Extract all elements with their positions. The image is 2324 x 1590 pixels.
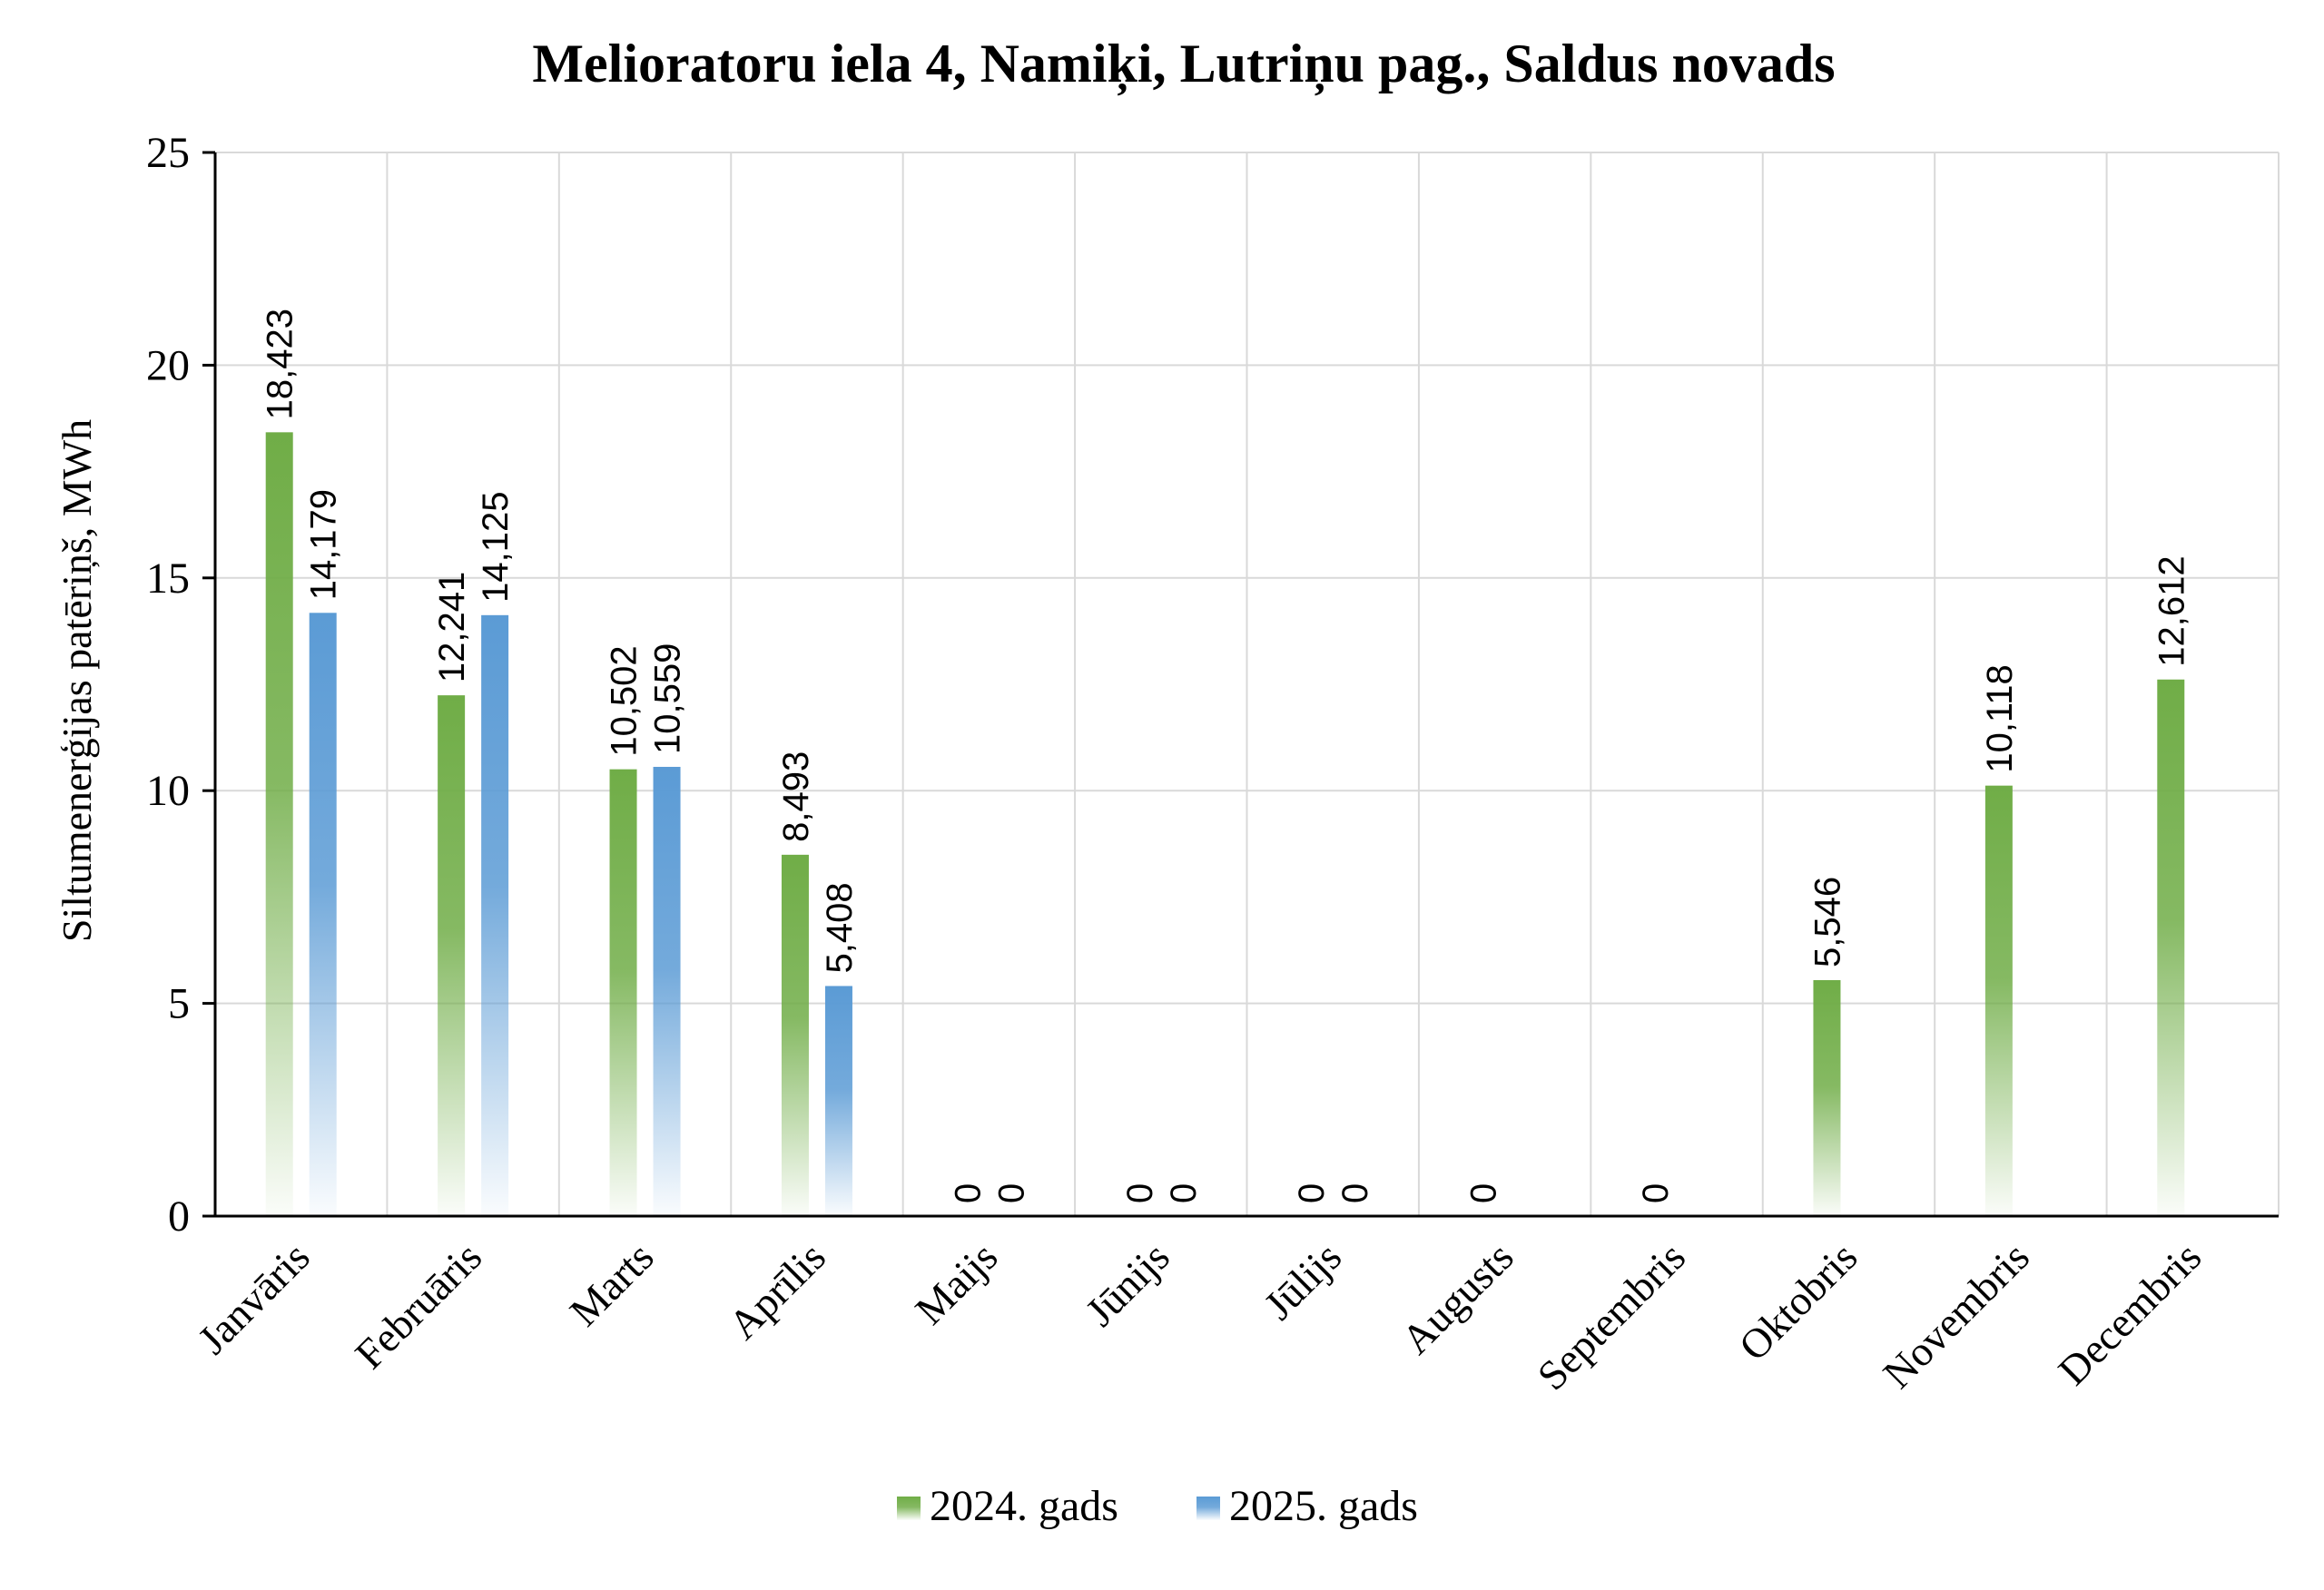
data-label: 12,612	[2152, 555, 2191, 666]
y-tick-label: 20	[146, 341, 190, 389]
axes	[213, 152, 2279, 1218]
data-label: 10,502	[605, 645, 645, 756]
bar-series-2	[481, 614, 509, 1216]
data-label: 12,241	[432, 572, 472, 682]
data-label: 14,179	[304, 489, 344, 600]
bar-series-1	[1984, 785, 2013, 1216]
x-category-label: Marts	[561, 1233, 663, 1335]
gridlines	[215, 152, 2280, 1216]
x-category-label: Janvāris	[189, 1233, 319, 1363]
y-tick-label: 25	[146, 129, 190, 177]
bar-series-1	[1813, 980, 1841, 1216]
legend-swatch	[897, 1497, 921, 1520]
x-category-label: Jūnijs	[1077, 1233, 1178, 1335]
legend: 2024. gads 2025. gads	[897, 1482, 1418, 1530]
x-category-label: Augusts	[1393, 1233, 1522, 1363]
data-label: 0	[991, 1183, 1031, 1203]
bar-series-1	[609, 769, 637, 1216]
y-tick-label: 10	[146, 767, 190, 815]
bar-series-2	[653, 766, 681, 1216]
data-label: 5,408	[820, 882, 860, 973]
bar-series-1	[265, 432, 293, 1216]
data-label: 0	[1636, 1183, 1676, 1203]
data-label: 5,546	[1807, 877, 1847, 967]
bar-series-2	[309, 613, 337, 1216]
y-tick-label: 5	[168, 980, 190, 1028]
y-tick-label: 15	[146, 555, 190, 603]
bar-series-1	[2157, 679, 2185, 1216]
bars	[265, 432, 2185, 1216]
data-label: 0	[948, 1183, 988, 1203]
x-category-label: Septembris	[1529, 1233, 1694, 1399]
y-axis-label: Siltumenerģijas patēriņš, MWh	[54, 419, 100, 942]
data-label: 10,118	[1980, 664, 2020, 772]
bar-series-1	[438, 695, 466, 1216]
y-axis-ticks: 0 5 10 15 20 25	[146, 129, 215, 1241]
data-label: 0	[1464, 1183, 1504, 1203]
data-label: 10,559	[648, 643, 688, 754]
legend-swatch	[1196, 1497, 1220, 1520]
bar-series-1	[781, 854, 809, 1216]
x-category-label: Aprīlis	[720, 1233, 834, 1348]
legend-label: 2025. gads	[1229, 1482, 1418, 1530]
chart-title: Melioratoru iela 4, Namiķi, Lutriņu pag.…	[532, 34, 1835, 96]
data-label: 8,493	[776, 751, 816, 842]
x-category-label: Novembris	[1874, 1233, 2038, 1398]
data-label: 18,423	[261, 309, 300, 419]
legend-label: 2024. gads	[930, 1482, 1118, 1530]
data-label: 14,125	[476, 491, 516, 602]
x-category-label: Oktobris	[1730, 1233, 1866, 1369]
x-axis-categories: Janvāris Februāris Marts Aprīlis Maijs Jūnijs…	[189, 1233, 2210, 1399]
data-label: 0	[1164, 1183, 1204, 1203]
x-category-label: Maijs	[906, 1233, 1006, 1333]
x-category-label: Decembris	[2049, 1233, 2210, 1394]
data-label: 0	[1292, 1183, 1332, 1203]
data-label: 0	[1120, 1183, 1160, 1203]
bar-series-2	[824, 986, 852, 1216]
x-category-label: Februāris	[346, 1233, 490, 1378]
y-tick-label: 0	[168, 1192, 190, 1241]
data-label: 0	[1335, 1183, 1375, 1203]
x-category-label: Jūlijs	[1256, 1233, 1351, 1329]
